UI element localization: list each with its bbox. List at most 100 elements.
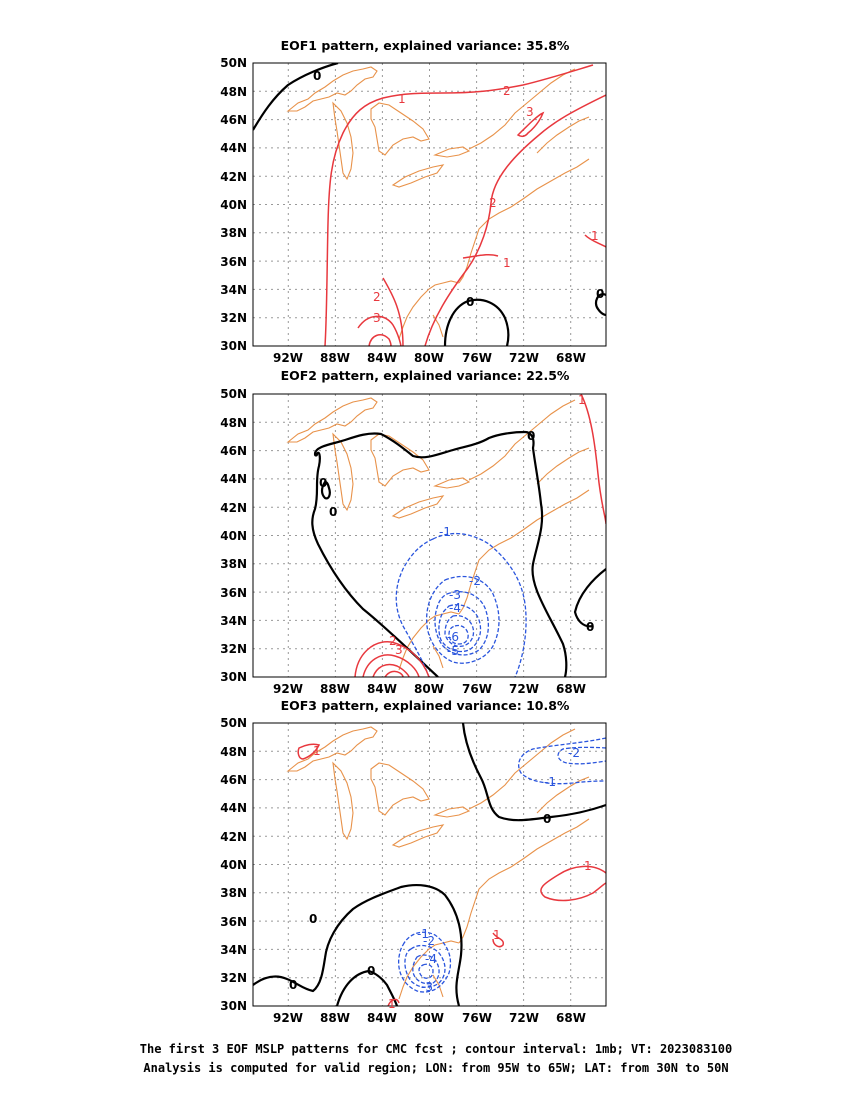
svg-text:84W: 84W — [367, 351, 397, 365]
svg-text:38N: 38N — [220, 557, 247, 571]
svg-text:48N: 48N — [220, 745, 247, 759]
panel3-contour-label: -2 — [423, 934, 435, 948]
svg-text:34N: 34N — [220, 943, 247, 957]
panel1-contour-label: 3 — [373, 311, 381, 325]
svg-text:92W: 92W — [273, 351, 303, 365]
svg-text:40N: 40N — [220, 858, 247, 872]
svg-text:30N: 30N — [220, 339, 247, 353]
svg-text:80W: 80W — [414, 1011, 444, 1025]
svg-text:32N: 32N — [220, 311, 247, 325]
svg-text:48N: 48N — [220, 416, 247, 430]
panel2-lat-ticks: 50N 48N 46N 44N 42N 40N 38N 36N 34N 32N … — [220, 387, 247, 684]
svg-text:42N: 42N — [220, 170, 247, 184]
caption-line-1: The first 3 EOF MSLP patterns for CMC fc… — [140, 1042, 732, 1056]
panel2-contour-label: 0 — [319, 476, 327, 490]
svg-text:44N: 44N — [220, 801, 247, 815]
panel1-title: EOF1 pattern, explained variance: 35.8% — [281, 38, 570, 53]
svg-text:36N: 36N — [220, 915, 247, 929]
panel2-contour-label: 0 — [329, 505, 337, 519]
panel2-title: EOF2 pattern, explained variance: 22.5% — [281, 368, 570, 383]
svg-text:72W: 72W — [509, 682, 539, 696]
svg-text:46N: 46N — [220, 773, 247, 787]
svg-text:84W: 84W — [367, 1011, 397, 1025]
panel2-contour-label: -5 — [447, 644, 459, 658]
svg-text:32N: 32N — [220, 971, 247, 985]
panel3-contour-label: 1 — [584, 859, 592, 873]
panel3-grid — [253, 723, 606, 1006]
svg-text:46N: 46N — [220, 113, 247, 127]
panel1-contour-label: 0 — [466, 295, 474, 309]
panel3-map: 1 -2 -1 0 1 0 0 0 -1 -2 -4 -3 1 1 — [252, 722, 607, 1011]
svg-text:42N: 42N — [220, 830, 247, 844]
panel2-contour-label: -2 — [469, 574, 481, 588]
panel1-contour-label: 1 — [503, 256, 511, 270]
panel1-lon-ticks: 92W 88W 84W 80W 76W 72W 68W — [273, 351, 586, 365]
svg-text:38N: 38N — [220, 886, 247, 900]
panel1-map: 0 1 2 3 2 2 1 1 2 3 0 0 — [252, 62, 607, 347]
svg-text:44N: 44N — [220, 141, 247, 155]
svg-text:42N: 42N — [220, 501, 247, 515]
svg-text:80W: 80W — [414, 351, 444, 365]
svg-text:38N: 38N — [220, 226, 247, 240]
svg-text:40N: 40N — [220, 529, 247, 543]
panel2-contour-label: -4 — [449, 601, 461, 615]
svg-text:46N: 46N — [220, 444, 247, 458]
panel2-map: 0 0 0 -1 -2 -3 -4 -6 -5 2 3 0 1 — [252, 393, 607, 678]
svg-text:30N: 30N — [220, 999, 247, 1013]
panel1-grid — [253, 63, 606, 346]
svg-text:72W: 72W — [509, 351, 539, 365]
svg-text:88W: 88W — [320, 351, 350, 365]
panel1-contour-label: 1 — [398, 92, 406, 106]
panel3-contour-label: 0 — [367, 964, 375, 978]
svg-text:50N: 50N — [220, 387, 247, 401]
panel1-contour-label: 3 — [526, 105, 534, 119]
panel1-contour-label: 0 — [313, 69, 321, 83]
panel2-contour-label: -3 — [449, 588, 461, 602]
svg-text:40N: 40N — [220, 198, 247, 212]
svg-text:50N: 50N — [220, 56, 247, 70]
svg-text:68W: 68W — [556, 351, 586, 365]
panel3-contour-label: -2 — [568, 746, 580, 760]
svg-text:36N: 36N — [220, 586, 247, 600]
svg-text:48N: 48N — [220, 85, 247, 99]
panel3-contour-label: -3 — [421, 980, 433, 994]
panel3-title: EOF3 pattern, explained variance: 10.8% — [281, 698, 570, 713]
panel2-contour-label: -6 — [447, 630, 459, 644]
panel3-contour-label: -1 — [417, 927, 429, 941]
svg-text:34N: 34N — [220, 283, 247, 297]
panel3-contour-label: 0 — [309, 912, 317, 926]
panel2-contour-label: 1 — [578, 393, 586, 407]
svg-text:84W: 84W — [367, 682, 397, 696]
svg-text:68W: 68W — [556, 682, 586, 696]
svg-text:92W: 92W — [273, 1011, 303, 1025]
panel1-contour-label: 2 — [503, 84, 511, 98]
panel3-contour-label: 0 — [543, 812, 551, 826]
svg-text:72W: 72W — [509, 1011, 539, 1025]
panel3-lon-ticks: 92W 88W 84W 80W 76W 72W 68W — [273, 1011, 586, 1025]
svg-text:88W: 88W — [320, 682, 350, 696]
panel1-contour-label: 0 — [596, 287, 604, 301]
panel3-lat-ticks: 50N 48N 46N 44N 42N 40N 38N 36N 34N 32N … — [220, 716, 247, 1013]
panel3-contour-label: 1 — [388, 997, 396, 1011]
svg-text:30N: 30N — [220, 670, 247, 684]
panel2-contour-label: 3 — [395, 643, 403, 657]
panel2-lon-ticks: 92W 88W 84W 80W 76W 72W 68W — [273, 682, 586, 696]
svg-text:68W: 68W — [556, 1011, 586, 1025]
panel1-lat-ticks: 50N 48N 46N 44N 42N 40N 38N 36N 34N 32N … — [220, 56, 247, 353]
panel1-contour-label: 2 — [489, 196, 497, 210]
panel2-contour-label: 0 — [586, 620, 594, 634]
caption-line-2: Analysis is computed for valid region; L… — [143, 1061, 728, 1075]
svg-text:34N: 34N — [220, 614, 247, 628]
panel1-contour-label: 1 — [591, 229, 599, 243]
svg-text:92W: 92W — [273, 682, 303, 696]
panel3-contour-label: 0 — [289, 978, 297, 992]
svg-text:44N: 44N — [220, 472, 247, 486]
panel2-contour-label: 2 — [389, 634, 397, 648]
svg-text:32N: 32N — [220, 642, 247, 656]
panel3-contour-label: 1 — [313, 744, 321, 758]
svg-text:50N: 50N — [220, 716, 247, 730]
panel1-contour-label: 2 — [373, 290, 381, 304]
panel2-grid — [253, 394, 606, 677]
panel3-contour-label: 1 — [493, 928, 501, 942]
